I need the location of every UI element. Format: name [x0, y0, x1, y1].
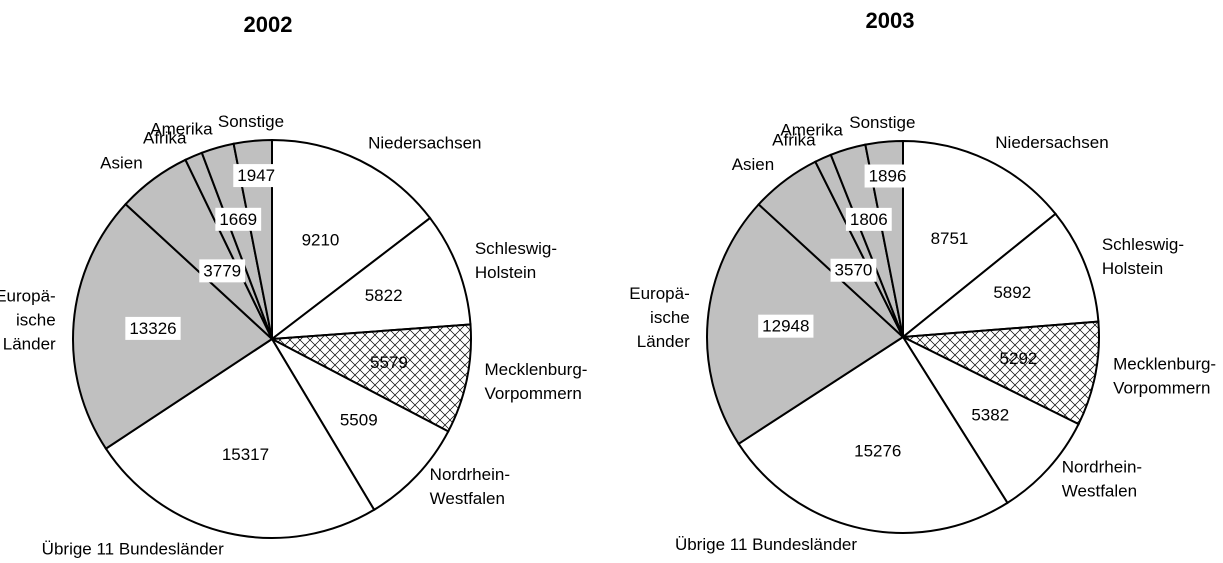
category-label: Übrige 11 Bundesländer [675, 535, 857, 554]
category-label: Mecklenburg-Vorpommern [484, 361, 587, 404]
value-label-box [845, 207, 892, 231]
value-label-box [233, 164, 280, 188]
value-label: 5892 [993, 283, 1031, 302]
pie-slice [268, 323, 472, 433]
pie-slice [899, 320, 1100, 426]
value-label-box [758, 314, 814, 338]
chart-title: 2003 [866, 8, 915, 33]
category-label: Niedersachsen [368, 134, 481, 153]
value-label: 8751 [931, 229, 969, 248]
pie-slice [899, 212, 1100, 339]
pie-slice [232, 138, 273, 340]
value-label: 5509 [340, 411, 378, 430]
value-label: 3570 [835, 261, 873, 280]
category-label: Afrika [772, 131, 816, 150]
value-label: 5382 [971, 405, 1009, 424]
category-label: Amerika [780, 121, 843, 140]
pie-slice [737, 335, 1009, 534]
category-label: Sonstige [218, 113, 284, 132]
value-label: 5822 [365, 286, 403, 305]
pie-slice [104, 337, 376, 539]
value-label: 5292 [1000, 349, 1038, 368]
pie-slice [271, 138, 432, 342]
category-label: Amerika [150, 120, 213, 139]
category-label: Mecklenburg-Vorpommern [1113, 355, 1216, 398]
category-label: Schleswig-Holstein [475, 239, 557, 282]
category-label: Nordrhein-Westfalen [1062, 458, 1142, 501]
category-label: Asien [732, 156, 775, 175]
value-label: 5579 [370, 353, 408, 372]
category-label: Niedersachsen [995, 133, 1108, 152]
value-label: 1896 [869, 167, 907, 186]
category-label: Asien [100, 154, 143, 173]
category-label: Nordrhein-Westfalen [430, 466, 510, 509]
value-label: 9210 [302, 230, 340, 249]
value-label: 12948 [762, 317, 809, 336]
value-label: 1669 [219, 210, 257, 229]
chart-title: 2002 [244, 12, 293, 37]
value-label: 13326 [129, 319, 176, 338]
category-label: Übrige 11 Bundesländer [42, 540, 224, 559]
value-label-box [125, 316, 181, 340]
category-label: Schleswig-Holstein [1102, 235, 1184, 278]
value-label: 15317 [222, 445, 269, 464]
value-label-box [864, 164, 911, 188]
pie-slice [900, 334, 1080, 505]
value-label-box [830, 258, 877, 282]
value-label: 15276 [854, 441, 901, 460]
pie-slice [902, 139, 1057, 340]
value-label: 3779 [203, 261, 241, 280]
value-label: 1947 [237, 166, 275, 185]
pie-slice [268, 216, 472, 341]
pie-slice [864, 139, 904, 338]
value-label: 1806 [850, 210, 888, 229]
category-label: Europä-ische Länder [0, 287, 56, 354]
category-label: Europä-ische Länder [629, 285, 690, 352]
pie-slice [269, 336, 450, 512]
category-label: Sonstige [849, 113, 915, 132]
category-label: Afrika [143, 129, 187, 148]
value-label-box [215, 207, 262, 231]
value-label-box [199, 259, 246, 283]
